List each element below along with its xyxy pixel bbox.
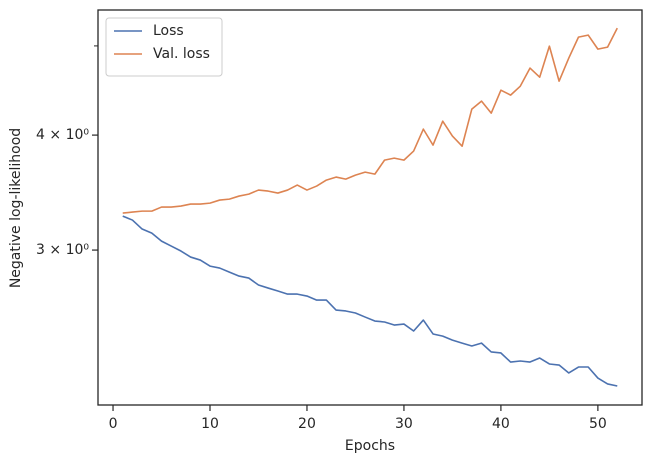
x-axis-label: Epochs <box>345 438 395 454</box>
x-tick-label: 20 <box>298 416 316 432</box>
x-tick-label: 0 <box>109 416 118 432</box>
y-axis-label: Negative log-likelihood <box>8 128 24 288</box>
x-tick-label: 30 <box>395 416 413 432</box>
y-tick-label: 3 × 10⁰ <box>36 242 89 258</box>
x-tick-label: 50 <box>589 416 607 432</box>
x-tick-label: 10 <box>201 416 219 432</box>
plot-frame <box>97 9 643 406</box>
y-tick-label: 4 × 10⁰ <box>36 127 89 143</box>
x-tick-label: 40 <box>492 416 510 432</box>
legend-box <box>105 17 223 77</box>
legend-label: Val. loss <box>153 46 210 62</box>
line <box>122 27 618 214</box>
legend-label: Loss <box>153 23 184 39</box>
line <box>122 215 618 387</box>
